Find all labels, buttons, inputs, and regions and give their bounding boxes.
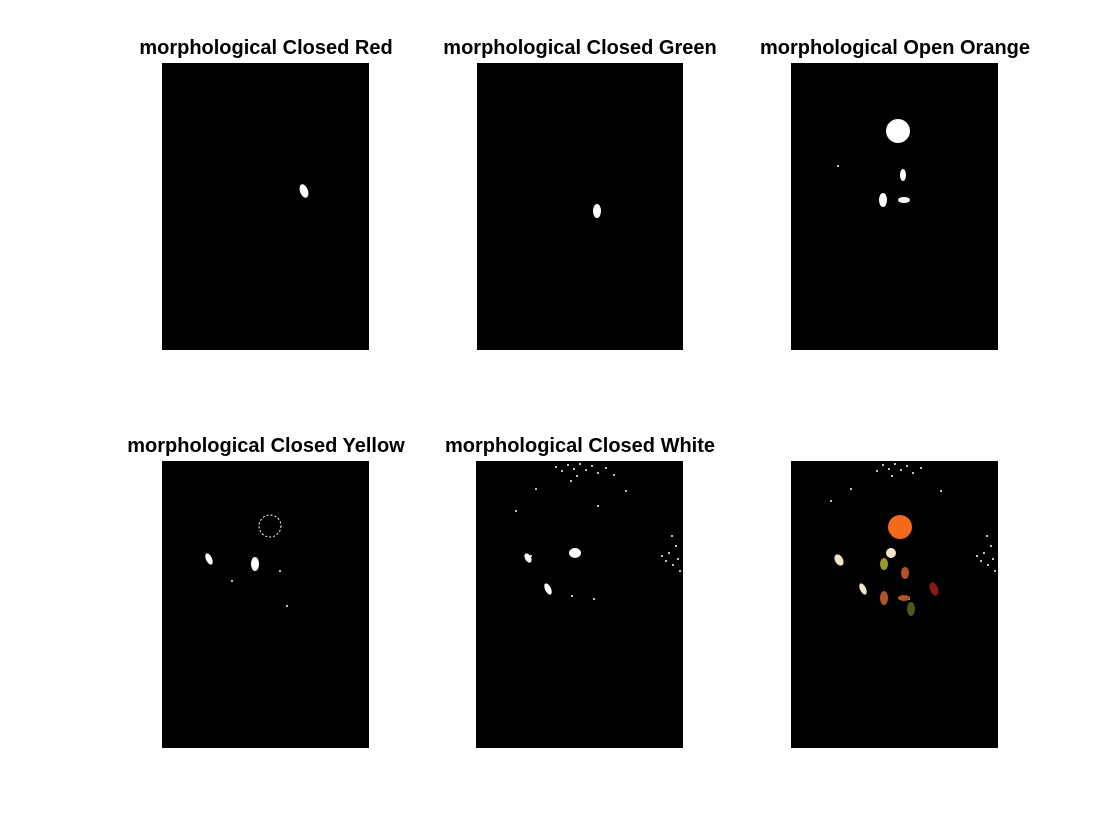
yellow-noise-dot: [279, 570, 281, 572]
dark-red-blob: [929, 582, 939, 596]
brown-blob: [898, 595, 910, 601]
closed-green-mask-image: [477, 63, 683, 350]
orange-noise-dot: [837, 165, 839, 167]
yellow-blob: [251, 557, 259, 571]
open-orange-mask-image: [791, 63, 998, 350]
closed-white-mask-image: [476, 461, 683, 748]
brown-blob: [901, 567, 909, 579]
yellow-noise-dot: [231, 580, 233, 582]
cream-blob: [886, 548, 896, 558]
orange-small-blob: [898, 197, 910, 203]
orange-small-blob: [879, 193, 887, 207]
orange-fruit: [888, 515, 912, 539]
orange-blob: [886, 119, 910, 143]
orange-small-blob: [900, 169, 906, 181]
cream-blob: [834, 554, 844, 566]
panel-title-closed-red: morphological Closed Red: [139, 37, 393, 59]
dark-green-blob: [907, 602, 915, 616]
panel-title-closed-white: morphological Closed White: [444, 435, 716, 457]
cream-blob: [859, 583, 867, 595]
closed-yellow-mask-image: [162, 461, 369, 748]
yellow-blob: [205, 553, 213, 565]
red-blob: [299, 184, 309, 198]
green-blob: [593, 204, 601, 218]
panel-title-closed-green: morphological Closed Green: [443, 37, 717, 59]
panel-title-closed-yellow: morphological Closed Yellow: [127, 435, 405, 457]
brown-blob: [880, 591, 888, 605]
combined-segmentation-image: [791, 461, 998, 748]
closed-red-mask-image: [162, 63, 369, 350]
panel-title-open-orange: morphological Open Orange: [759, 37, 1031, 59]
yellow-noise-dot: [286, 605, 288, 607]
yellow-ring: [258, 514, 282, 538]
olive-blob: [880, 558, 888, 570]
